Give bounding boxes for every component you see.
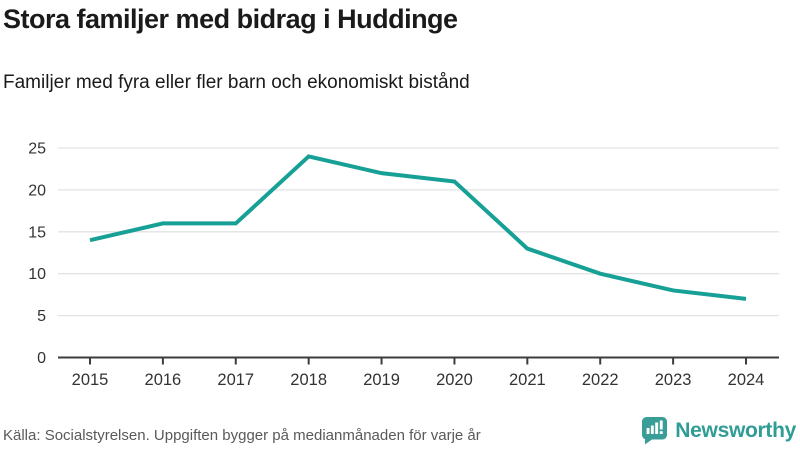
x-tick-label: 2022 [582, 371, 619, 389]
chart-subtitle: Familjer med fyra eller fler barn och ek… [3, 72, 470, 93]
x-tick-label: 2023 [655, 371, 692, 389]
y-tick-label: 20 [28, 182, 46, 199]
y-tick-label: 10 [28, 266, 46, 283]
newsworthy-logo: Newsworthy [641, 416, 796, 445]
page-title: Stora familjer med bidrag i Huddinge [3, 4, 458, 34]
x-tick-label: 2021 [509, 371, 546, 389]
newsworthy-wordmark: Newsworthy [675, 418, 796, 442]
y-tick-label: 15 [28, 224, 46, 241]
gridlines [58, 147, 779, 317]
x-tick-label: 2019 [363, 371, 400, 389]
y-tick-label: 25 [28, 141, 46, 158]
x-tick-label: 2018 [290, 371, 327, 389]
x-tick-label: 2015 [72, 371, 109, 389]
x-tick-label: 2020 [436, 371, 473, 389]
y-axis-tick-labels: 0 5 10 15 20 25 [28, 141, 46, 368]
x-tick-label: 2016 [145, 371, 182, 389]
newsworthy-bar-chart-icon [642, 417, 668, 445]
speech-bubble-shape [642, 417, 668, 445]
data-series-line [89, 154, 747, 301]
x-tick-label: 2024 [728, 371, 765, 389]
y-tick-label: 5 [37, 308, 46, 325]
mini-bars-glyph [646, 420, 663, 434]
x-axis [58, 356, 779, 365]
y-tick-label: 0 [37, 350, 46, 367]
x-axis-tick-labels: 2015 2016 2017 2018 2019 2020 2021 2022 2023 2024 [72, 371, 765, 389]
x-tick-label: 2017 [217, 371, 254, 389]
source-note: Källa: Socialstyrelsen. Uppgiften bygger… [3, 427, 481, 444]
